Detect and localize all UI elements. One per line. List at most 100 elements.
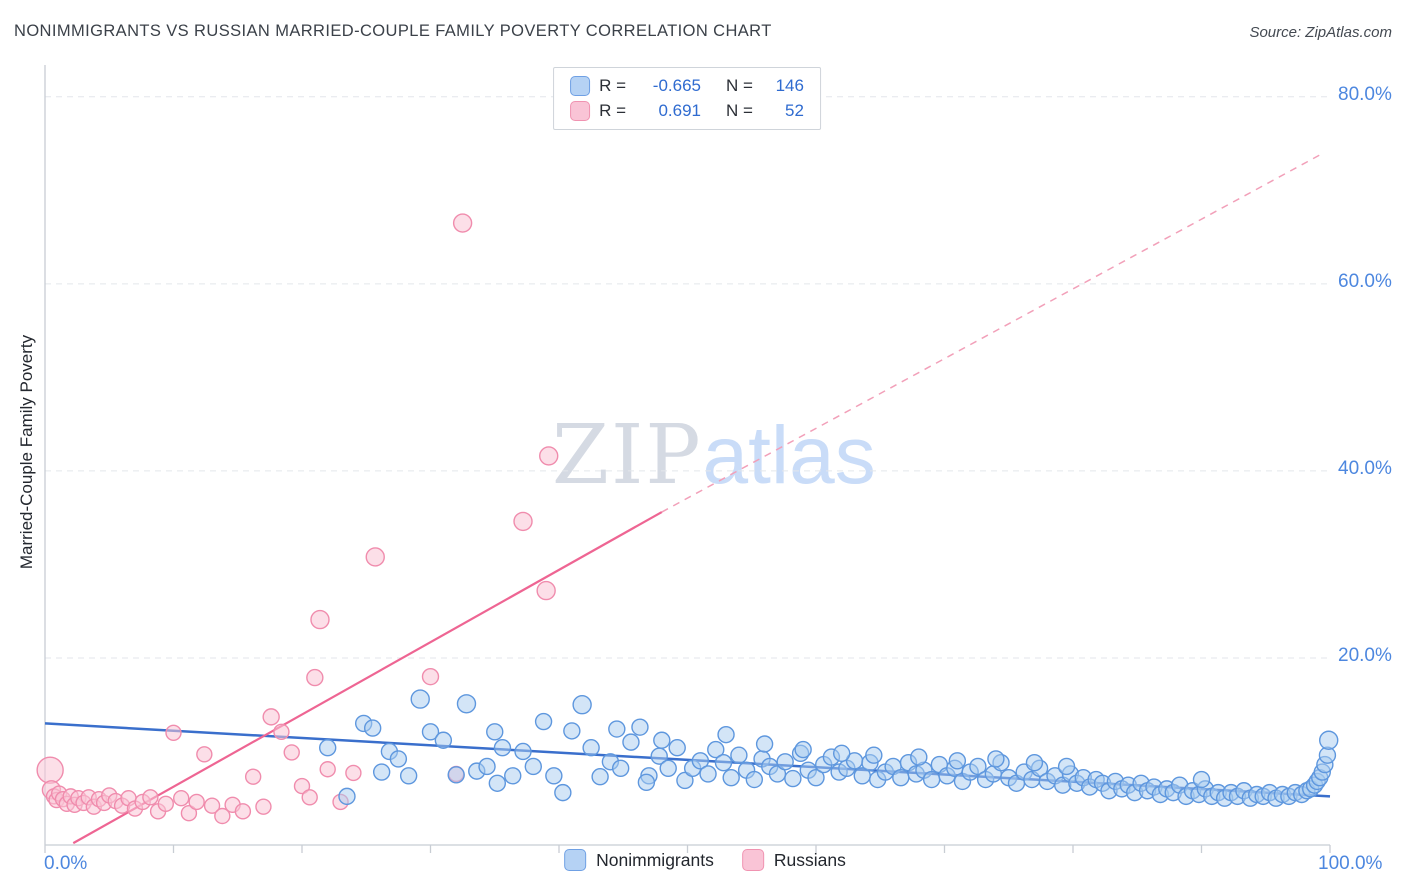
russians-trend-line — [661, 152, 1324, 513]
nonimmigrants-point — [534, 712, 553, 731]
russians-point — [173, 790, 190, 807]
nonimmigrants-point — [434, 731, 453, 749]
legend-row-russians: R = 0.691 N = 52 — [570, 101, 804, 121]
russians-point — [273, 723, 290, 741]
y-tick-label-80: 80.0% — [1338, 84, 1392, 105]
nonimmigrants-point — [319, 739, 337, 757]
nonimmigrants-point — [768, 765, 787, 783]
nonimmigrants-point — [563, 722, 581, 740]
russians-point — [293, 777, 311, 795]
nonimmigrants-swatch-icon — [564, 849, 587, 871]
russians-point — [513, 511, 533, 532]
nonimmigrants-point — [478, 757, 496, 776]
legend-item-label: Nonimmigrants — [596, 849, 714, 870]
nonimmigrants-point — [730, 746, 748, 764]
russians-point — [244, 768, 262, 785]
nonimmigrants-points — [319, 689, 1339, 807]
nonimmigrants-point — [524, 757, 542, 776]
russians-point — [421, 667, 440, 686]
russians-point — [234, 803, 252, 820]
n-value: 146 — [775, 76, 804, 95]
russians-point — [306, 668, 324, 687]
r-value: -0.665 — [652, 76, 701, 95]
series-legend: Nonimmigrants Russians — [564, 849, 846, 871]
nonimmigrants-point — [722, 768, 740, 787]
russians-point — [262, 708, 280, 726]
r-value: 0.691 — [658, 101, 701, 120]
russians-point — [255, 798, 272, 815]
russians-points — [36, 213, 559, 825]
russians-point — [283, 744, 300, 761]
legend-item-label: Russians — [773, 849, 846, 870]
russians-point — [319, 761, 336, 778]
nonimmigrants-point — [691, 752, 710, 770]
legend-item-russians: Russians — [741, 849, 846, 871]
nonimmigrants-point — [493, 739, 512, 757]
russians-point — [365, 547, 385, 567]
nonimmigrants-point — [631, 718, 649, 736]
nonimmigrants-point — [608, 720, 626, 738]
nonimmigrants-point — [421, 723, 440, 741]
y-tick-label-40: 40.0% — [1338, 458, 1392, 479]
source-credit: Source: ZipAtlas.com — [1249, 24, 1392, 41]
nonimmigrants-point — [910, 748, 928, 766]
nonimmigrants-point — [1057, 757, 1076, 776]
nonimmigrants-swatch-icon — [570, 76, 591, 96]
x-tick-label-min: 0.0% — [44, 853, 88, 874]
legend-row-nonimmigrants: R = -0.665 N = 146 — [570, 76, 804, 96]
russians-point — [165, 724, 182, 741]
watermark-atlas: atlas — [702, 410, 876, 501]
nonimmigrants-point — [1192, 770, 1211, 789]
nonimmigrants-point — [948, 752, 967, 770]
nonimmigrants-point — [622, 733, 640, 751]
nonimmigrants-point — [338, 787, 356, 806]
nonimmigrants-point — [784, 769, 802, 788]
r-label: R = — [599, 101, 626, 120]
nonimmigrants-point — [717, 725, 735, 744]
nonimmigrants-point — [637, 773, 656, 792]
russians-point — [157, 795, 174, 813]
correlation-legend: R = -0.665 N = 146 R = 0.691 N = 52 — [553, 67, 821, 130]
watermark-zip: ZIP — [552, 408, 703, 503]
nonimmigrants-point — [486, 723, 504, 741]
russians-point — [301, 789, 318, 806]
nonimmigrants-point — [668, 739, 686, 757]
nonimmigrants-point — [1319, 730, 1339, 750]
nonimmigrants-point — [1025, 753, 1044, 772]
russians-point — [345, 764, 362, 782]
nonimmigrants-point — [545, 767, 563, 785]
nonimmigrants-point — [399, 767, 418, 785]
russians-swatch-icon — [741, 849, 764, 871]
nonimmigrants-point — [488, 774, 507, 792]
n-label: N = — [726, 76, 753, 95]
nonimmigrants-point — [653, 731, 671, 749]
legend-item-nonimmigrants: Nonimmigrants — [564, 849, 714, 871]
watermark: ZIPatlas — [552, 408, 876, 503]
n-label: N = — [726, 101, 753, 120]
x-tick-label-max: 100.0% — [1318, 853, 1383, 874]
nonimmigrants-point — [833, 744, 851, 763]
nonimmigrants-point — [707, 740, 725, 759]
nonimmigrants-point — [714, 753, 733, 772]
nonimmigrants-point — [504, 767, 522, 785]
nonimmigrants-point — [456, 694, 477, 714]
page-title: NONIMMIGRANTS VS RUSSIAN MARRIED-COUPLE … — [14, 22, 772, 40]
r-label: R = — [599, 76, 626, 95]
nonimmigrants-point — [699, 765, 717, 783]
nonimmigrants-point — [591, 768, 609, 786]
russians-point — [539, 446, 559, 466]
nonimmigrants-point — [554, 783, 572, 802]
russians-swatch-icon — [570, 101, 591, 121]
russians-point — [452, 213, 473, 233]
nonimmigrants-point — [372, 763, 391, 781]
nonimmigrants-point — [807, 768, 825, 787]
nonimmigrants-point — [892, 768, 910, 787]
russians-point — [536, 580, 556, 601]
nonimmigrants-point — [659, 759, 677, 778]
nonimmigrants-point — [745, 770, 764, 789]
axes — [44, 65, 1331, 853]
nonimmigrants-point — [755, 735, 774, 753]
gridlines — [45, 96, 1330, 659]
